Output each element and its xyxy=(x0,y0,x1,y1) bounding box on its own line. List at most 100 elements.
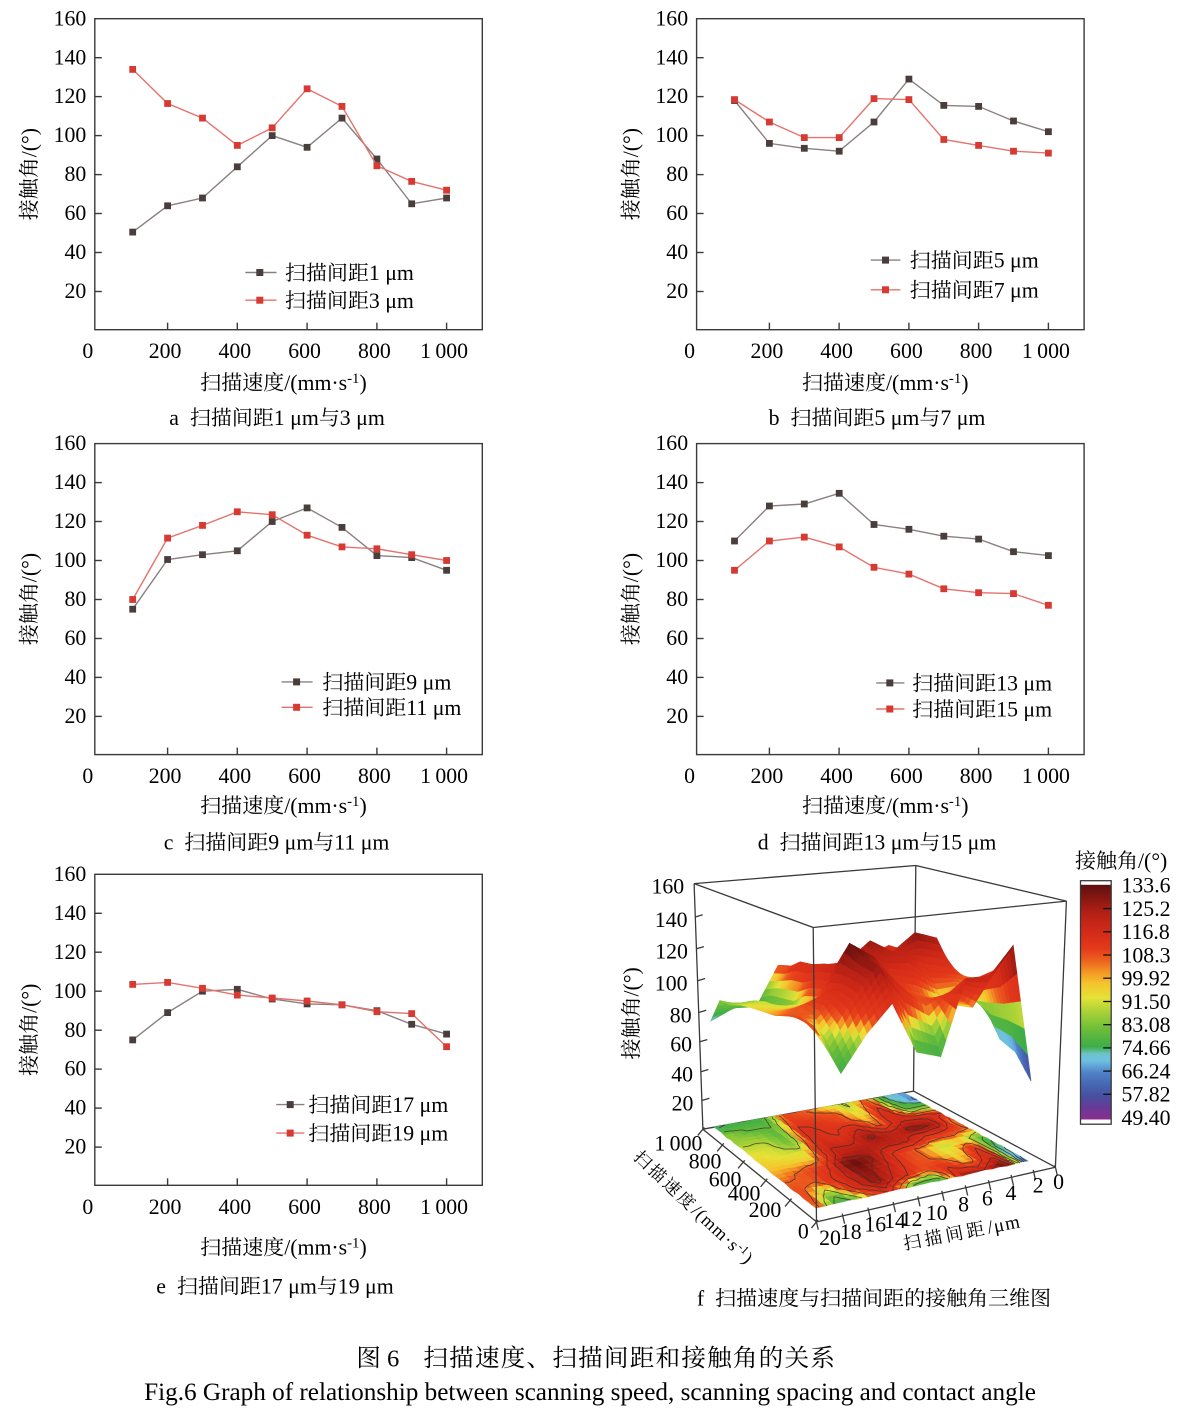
svg-text:160: 160 xyxy=(655,431,688,455)
svg-text:60: 60 xyxy=(666,626,688,650)
svg-text:120: 120 xyxy=(655,509,688,533)
svg-text:-1: -1 xyxy=(347,794,359,810)
svg-text:200: 200 xyxy=(149,339,182,363)
svg-text:100: 100 xyxy=(655,548,688,572)
svg-text:800: 800 xyxy=(960,339,993,363)
svg-text:6: 6 xyxy=(982,1187,993,1211)
svg-text:0: 0 xyxy=(798,1220,809,1244)
svg-text:/(mm·s: /(mm·s xyxy=(284,794,347,818)
svg-text:40: 40 xyxy=(666,665,688,689)
svg-text:160: 160 xyxy=(651,874,684,898)
svg-text:99.92: 99.92 xyxy=(1122,967,1171,991)
svg-text:600: 600 xyxy=(288,1195,321,1219)
svg-text:800: 800 xyxy=(358,764,391,788)
svg-text:19 μm: 19 μm xyxy=(392,1122,448,1146)
svg-text:120: 120 xyxy=(655,84,688,108)
svg-text:3 μm: 3 μm xyxy=(340,406,385,430)
svg-text:200: 200 xyxy=(149,1195,182,1219)
svg-text:-1: -1 xyxy=(949,371,961,387)
svg-text:0: 0 xyxy=(684,764,695,788)
svg-text:600: 600 xyxy=(890,339,923,363)
svg-text:1 000: 1 000 xyxy=(420,339,468,363)
svg-text:74.66: 74.66 xyxy=(1122,1036,1171,1060)
svg-text:5 μm: 5 μm xyxy=(994,249,1039,273)
svg-text:600: 600 xyxy=(890,764,923,788)
svg-text:d: d xyxy=(758,831,774,855)
svg-text:): ) xyxy=(360,1236,367,1260)
svg-text:80: 80 xyxy=(670,1003,692,1027)
svg-text:9 μm: 9 μm xyxy=(406,671,451,695)
svg-text:57.82: 57.82 xyxy=(1122,1083,1171,1107)
svg-text:6: 6 xyxy=(381,1345,399,1372)
svg-text:/(mm·s: /(mm·s xyxy=(886,794,949,818)
svg-text:1 μm: 1 μm xyxy=(369,261,414,285)
svg-text:80: 80 xyxy=(65,162,87,186)
svg-text:120: 120 xyxy=(54,84,87,108)
svg-text:b: b xyxy=(769,406,785,430)
svg-text:19 μm: 19 μm xyxy=(338,1275,394,1299)
svg-text:0: 0 xyxy=(684,339,695,363)
svg-text:13 μm: 13 μm xyxy=(864,831,920,855)
svg-text:20: 20 xyxy=(65,1135,87,1159)
svg-text:0: 0 xyxy=(82,1195,93,1219)
svg-text:9 μm: 9 μm xyxy=(268,831,313,855)
svg-text:66.24: 66.24 xyxy=(1122,1059,1171,1083)
svg-text:60: 60 xyxy=(65,201,87,225)
svg-text:20: 20 xyxy=(672,1091,694,1115)
svg-text:/(mm·s: /(mm·s xyxy=(284,371,347,395)
svg-text:11 μm: 11 μm xyxy=(406,696,461,720)
svg-text:10: 10 xyxy=(926,1201,948,1225)
svg-text:8: 8 xyxy=(958,1193,969,1217)
svg-text:400: 400 xyxy=(218,764,251,788)
svg-text:1 000: 1 000 xyxy=(1022,339,1070,363)
svg-text:13 μm: 13 μm xyxy=(996,672,1052,696)
svg-text:80: 80 xyxy=(65,1018,87,1042)
svg-text:7 μm: 7 μm xyxy=(994,278,1039,302)
svg-text:140: 140 xyxy=(655,470,688,494)
svg-text:e: e xyxy=(156,1275,171,1299)
svg-text:200: 200 xyxy=(751,764,784,788)
svg-text:f: f xyxy=(697,1287,710,1311)
svg-text:60: 60 xyxy=(65,1057,87,1081)
svg-text:1 000: 1 000 xyxy=(420,764,468,788)
svg-text:17 μm: 17 μm xyxy=(261,1275,317,1299)
svg-text:400: 400 xyxy=(218,339,251,363)
svg-text:40: 40 xyxy=(65,665,87,689)
svg-text:100: 100 xyxy=(655,123,688,147)
svg-text:100: 100 xyxy=(54,548,87,572)
svg-text:/(°): /(°) xyxy=(1138,849,1167,873)
svg-text:80: 80 xyxy=(666,587,688,611)
svg-text:/(°): /(°) xyxy=(619,553,643,582)
svg-text:400: 400 xyxy=(820,339,853,363)
svg-text:15 μm: 15 μm xyxy=(996,698,1052,722)
svg-text:20: 20 xyxy=(65,279,87,303)
svg-text:): ) xyxy=(360,794,367,818)
svg-text:40: 40 xyxy=(671,1063,693,1087)
svg-text:20: 20 xyxy=(819,1226,841,1250)
svg-text:1 μm: 1 μm xyxy=(274,406,319,430)
svg-text:c: c xyxy=(164,831,179,855)
svg-text:14: 14 xyxy=(884,1209,906,1233)
svg-text:120: 120 xyxy=(655,940,688,964)
svg-text:16: 16 xyxy=(864,1213,886,1237)
svg-text:400: 400 xyxy=(820,764,853,788)
svg-text:17 μm: 17 μm xyxy=(392,1093,448,1117)
svg-text:140: 140 xyxy=(655,908,688,932)
svg-text:91.50: 91.50 xyxy=(1122,990,1171,1014)
svg-text:100: 100 xyxy=(655,972,688,996)
svg-text:125.2: 125.2 xyxy=(1122,897,1171,921)
svg-text:-1: -1 xyxy=(949,794,961,810)
svg-text:a: a xyxy=(169,406,184,430)
svg-text:160: 160 xyxy=(54,6,87,30)
svg-text:40: 40 xyxy=(666,240,688,264)
svg-text:100: 100 xyxy=(54,979,87,1003)
svg-text:11 μm: 11 μm xyxy=(334,831,389,855)
svg-text:140: 140 xyxy=(54,45,87,69)
svg-text:160: 160 xyxy=(54,862,87,886)
svg-text:80: 80 xyxy=(65,587,87,611)
svg-text:49.40: 49.40 xyxy=(1122,1106,1171,1130)
svg-text:140: 140 xyxy=(655,45,688,69)
svg-text:20: 20 xyxy=(65,704,87,728)
svg-text:40: 40 xyxy=(65,240,87,264)
svg-text:): ) xyxy=(961,794,968,818)
